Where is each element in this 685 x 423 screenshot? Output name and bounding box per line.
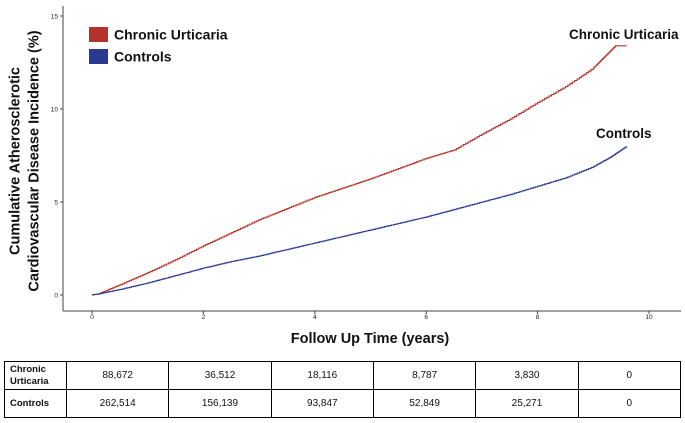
legend-label: Controls xyxy=(114,49,172,65)
at-risk-table: Chronic Urticaria 88,672 36,512 18,116 8… xyxy=(4,361,682,418)
y-axis-label-line-1: Cumulative Atherosclerotic xyxy=(8,67,24,256)
x-tick-label: 0 xyxy=(90,314,94,321)
x-tick-label: 8 xyxy=(536,314,540,321)
table-cell: 88,672 xyxy=(65,361,170,390)
legend-swatch xyxy=(89,27,108,42)
x-tick-label: 2 xyxy=(202,314,206,321)
y-axis-label-line-2: Cardiovascular Disease Incidence (%) xyxy=(27,30,43,292)
x-tick-label: 6 xyxy=(424,314,428,321)
table-cell: 36,512 xyxy=(168,361,272,390)
row-label-line: Chronic xyxy=(10,363,46,375)
legend: Chronic Urticaria Controls xyxy=(89,27,228,65)
legend-swatch xyxy=(89,49,108,64)
table-row: Chronic Urticaria 88,672 36,512 18,116 8… xyxy=(4,361,682,390)
x-tick-label: 10 xyxy=(645,314,653,321)
x-tick-label: 4 xyxy=(313,314,317,321)
table-cell: 0 xyxy=(577,389,682,418)
series-line-chronic-urticaria xyxy=(91,45,627,296)
x-axis-label: Follow Up Time (years) xyxy=(291,331,450,347)
series-end-label: Chronic Urticaria xyxy=(569,27,679,42)
y-tick-label: 15 xyxy=(51,14,59,21)
table-cell: 93,847 xyxy=(270,389,374,418)
table-cell: 0 xyxy=(577,361,682,390)
y-tick-label: 10 xyxy=(51,107,59,114)
y-tick-label: 5 xyxy=(54,200,58,207)
table-cell: 156,139 xyxy=(168,389,272,418)
legend-label: Chronic Urticaria xyxy=(114,27,228,43)
series-line-controls xyxy=(91,146,628,296)
table-cell: 262,514 xyxy=(65,389,170,418)
series-end-label: Controls xyxy=(596,126,652,141)
table-cell: 3,830 xyxy=(475,361,579,390)
table-cell: 8,787 xyxy=(372,361,477,390)
table-row: Controls 262,514 156,139 93,847 52,849 2… xyxy=(4,389,682,418)
table-cell: 52,849 xyxy=(372,389,477,418)
row-label-line: Urticaria xyxy=(10,375,49,387)
table-cell: 18,116 xyxy=(270,361,374,390)
y-axis-label: Cumulative Atherosclerotic Cardiovascula… xyxy=(4,6,48,316)
series-layer: Chronic Urticaria Controls xyxy=(91,27,679,296)
chart-axes: 0 2 4 6 8 10 0 5 10 15 xyxy=(51,6,681,321)
table-cell: 25,271 xyxy=(475,389,579,418)
row-label: Controls xyxy=(4,389,67,418)
y-tick-label: 0 xyxy=(54,293,58,300)
row-label: Chronic Urticaria xyxy=(4,361,67,390)
